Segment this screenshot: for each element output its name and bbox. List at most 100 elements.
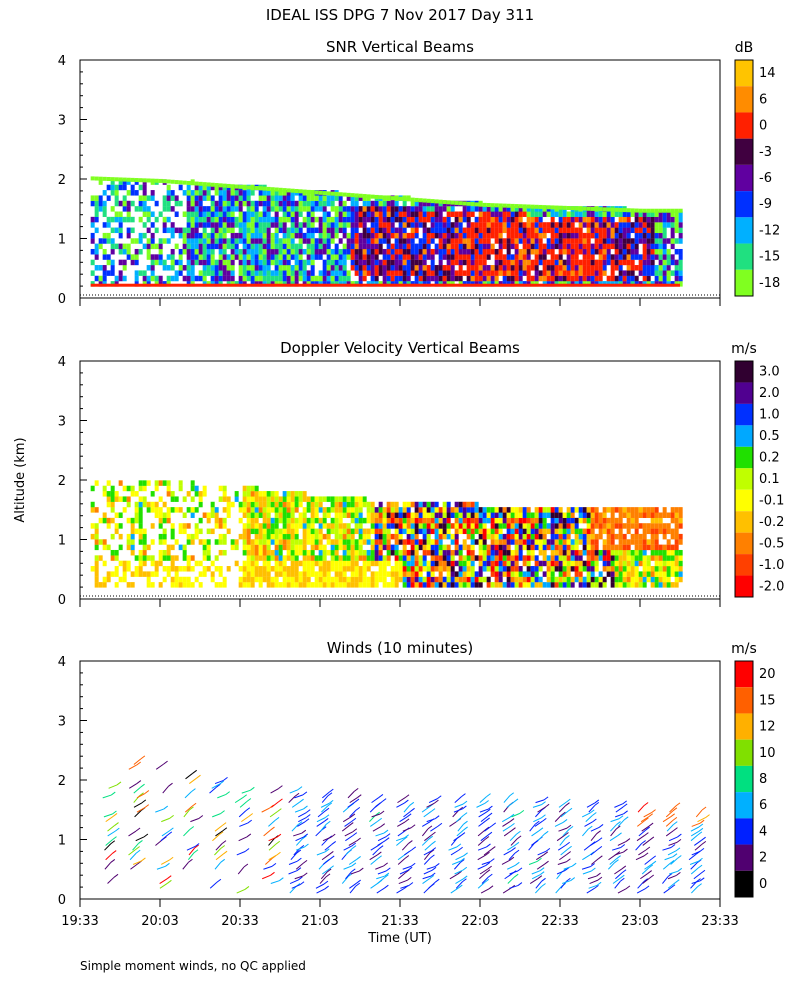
- snr-cell: [214, 227, 219, 234]
- velocity-panel-title: Doppler Velocity Vertical Beams: [280, 339, 520, 357]
- velocity-cell: [342, 507, 347, 513]
- snr-cell: [374, 259, 379, 266]
- velocity-cell: [226, 512, 231, 518]
- snr-cell: [394, 196, 399, 201]
- snr-cell: [338, 265, 343, 271]
- velocity-cell: [654, 576, 659, 583]
- velocity-cell: [578, 566, 583, 572]
- velocity-cell: [358, 496, 363, 502]
- wind-barb: [289, 789, 299, 794]
- snr-cell: [94, 248, 99, 255]
- snr-cell: [410, 200, 415, 207]
- snr-cell: [186, 195, 191, 201]
- snr-cell: [490, 227, 495, 234]
- velocity-cell: [90, 507, 95, 513]
- velocity-cell: [502, 533, 507, 540]
- snr-cell: [454, 227, 459, 234]
- snr-cell: [194, 200, 199, 207]
- velocity-cell: [610, 555, 615, 561]
- snr-cell: [122, 216, 127, 223]
- snr-cell: [206, 222, 211, 228]
- snr-cell: [350, 254, 355, 260]
- velocity-cell: [294, 517, 299, 524]
- velocity-cell: [462, 512, 467, 518]
- snr-cell: [278, 238, 283, 244]
- velocity-cell: [474, 512, 479, 518]
- velocity-cell: [562, 555, 567, 561]
- wind-barb: [371, 813, 381, 818]
- wind-barb-flag: [409, 801, 415, 806]
- velocity-cell: [314, 571, 319, 577]
- snr-cell: [490, 232, 495, 239]
- velocity-cell: [294, 560, 299, 567]
- velocity-cell: [206, 512, 211, 518]
- snr-cell: [206, 232, 211, 239]
- snr-cell: [362, 195, 367, 201]
- velocity-cell: [218, 566, 223, 572]
- snr-cell: [418, 275, 423, 282]
- snr-colorbar-unit: dB: [735, 40, 754, 56]
- snr-cell: [358, 270, 363, 276]
- velocity-cell: [478, 544, 483, 551]
- snr-cell: [434, 206, 439, 212]
- snr-cell: [478, 216, 483, 223]
- snr-cell: [394, 275, 399, 282]
- snr-cell: [394, 216, 399, 223]
- snr-cell: [334, 265, 339, 271]
- snr-cell: [458, 259, 463, 266]
- wind-barb-flag: [220, 858, 226, 863]
- velocity-cell: [334, 549, 339, 556]
- velocity-cell: [254, 566, 259, 572]
- velocity-cell: [354, 549, 359, 556]
- snr-cell: [498, 259, 503, 266]
- snr-cell: [490, 265, 495, 271]
- snr-cell: [230, 206, 235, 212]
- velocity-cell: [214, 539, 219, 545]
- velocity-cell: [314, 501, 319, 508]
- snr-cell: [110, 179, 115, 185]
- snr-cell: [442, 248, 447, 255]
- snr-cell: [250, 243, 255, 250]
- snr-cell: [522, 259, 527, 266]
- velocity-cell: [430, 582, 435, 588]
- snr-cell: [226, 259, 231, 266]
- snr-cell: [658, 211, 663, 217]
- wind-barb-flag: [541, 814, 546, 819]
- velocity-cell: [586, 507, 591, 513]
- velocity-cell: [550, 539, 555, 545]
- snr-cell: [414, 243, 419, 250]
- velocity-cell: [218, 517, 223, 524]
- velocity-cell: [326, 496, 331, 502]
- snr-cell: [258, 232, 263, 239]
- velocity-cell: [550, 555, 555, 561]
- snr-cell: [382, 275, 387, 282]
- wind-barb-flag: [135, 846, 140, 850]
- snr-cell: [386, 270, 391, 276]
- velocity-cell: [302, 549, 307, 556]
- snr-cell: [258, 190, 263, 196]
- velocity-cell: [138, 507, 143, 513]
- snr-cell: [238, 184, 243, 189]
- velocity-cell: [518, 555, 523, 561]
- velocity-cell: [266, 507, 271, 513]
- snr-cell: [210, 195, 215, 201]
- snr-cell: [430, 206, 435, 212]
- snr-cell: [222, 232, 227, 239]
- wind-barb: [501, 816, 511, 823]
- snr-cell: [306, 200, 311, 207]
- wind-barb-flag: [271, 862, 277, 867]
- snr-cell: [106, 216, 111, 223]
- snr-cell: [622, 248, 627, 255]
- wind-barb-flag: [218, 831, 224, 836]
- snr-cell: [270, 238, 275, 244]
- snr-cell: [306, 275, 311, 282]
- velocity-cell: [110, 501, 115, 508]
- snr-cell: [222, 254, 227, 260]
- velocity-cell: [574, 576, 579, 583]
- velocity-cell: [578, 555, 583, 561]
- snr-cell: [394, 227, 399, 234]
- velocity-cell: [462, 555, 467, 561]
- snr-cell: [582, 238, 587, 244]
- velocity-cell: [302, 566, 307, 572]
- velocity-cell: [618, 528, 623, 535]
